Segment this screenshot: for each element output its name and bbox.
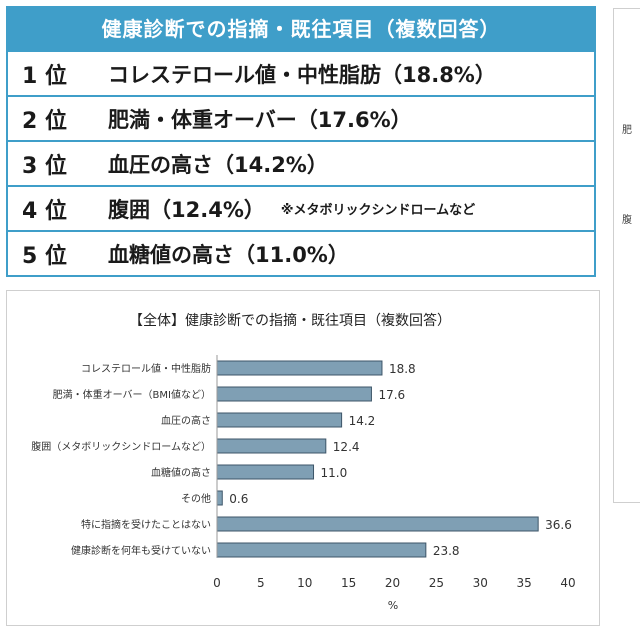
x-tick-label: 30 — [473, 576, 488, 590]
chart-title: 【全体】健康診断での指摘・既往項目（複数回答） — [129, 312, 451, 329]
x-ticks-group: 0 5 10 15 20 25 30 35 40 — [213, 576, 575, 590]
rank-item-note: ※メタボリックシンドロームなど — [280, 203, 476, 218]
bar-value-label: 36.6 — [545, 518, 572, 532]
category-label: その他 — [181, 492, 211, 505]
bar — [216, 464, 315, 480]
rank-item-text: コレステロール値・中性脂肪（18.8%） — [108, 62, 496, 87]
ranking-table: 健康診断での指摘・既往項目（複数回答） 1 位 コレステロール値・中性脂肪（18… — [6, 6, 596, 277]
bar-value-label: 11.0 — [321, 466, 348, 480]
bars-group: コレステロール値・中性脂肪 18.8 肥満・体重オーバー（BMI値など） 17.6 血圧… — [31, 360, 572, 558]
category-label: 血糖値の高さ — [151, 466, 211, 479]
bar-value-label: 23.8 — [433, 544, 460, 558]
ranking-row: 4 位 腹囲（12.4%） ※メタボリックシンドロームなど — [8, 185, 594, 230]
bar-value-label: 18.8 — [389, 362, 416, 376]
bar — [216, 412, 343, 428]
bar-value-label: 14.2 — [349, 414, 376, 428]
x-tick-label: 20 — [385, 576, 400, 590]
bar-chart: 【全体】健康診断での指摘・既往項目（複数回答） コレステロール値・中性脂肪 18.… — [31, 312, 575, 612]
bar — [216, 516, 539, 532]
rank-number: 3 位 — [22, 153, 67, 179]
side-panel-cropped: 肥 腹 — [613, 8, 640, 503]
x-tick-label: 35 — [516, 576, 531, 590]
bar — [216, 438, 327, 454]
rank-item-text: 腹囲（12.4%） — [108, 197, 265, 222]
rank-number: 4 位 — [22, 198, 67, 224]
bar — [216, 542, 427, 558]
ranking-row: 2 位 肥満・体重オーバー（17.6%） — [8, 95, 594, 140]
bar-value-label: 0.6 — [229, 492, 248, 506]
x-tick-label: 10 — [297, 576, 312, 590]
ranking-row: 3 位 血圧の高さ（14.2%） — [8, 140, 594, 185]
rank-item-text: 血圧の高さ（14.2%） — [108, 152, 328, 177]
category-label: 健康診断を何年も受けていない — [71, 544, 211, 557]
category-label: 肥満・体重オーバー（BMI値など） — [53, 388, 211, 401]
bar-value-label: 17.6 — [378, 388, 405, 402]
ranking-title: 健康診断での指摘・既往項目（複数回答） — [8, 8, 594, 50]
side-panel-fragment: 腹 — [622, 215, 632, 226]
rank-item-text: 肥満・体重オーバー（17.6%） — [108, 107, 412, 132]
category-label: 腹囲（メタボリックシンドロームなど） — [31, 440, 211, 453]
category-label: コレステロール値・中性脂肪 — [81, 362, 211, 375]
x-tick-label: 5 — [257, 576, 265, 590]
rank-number: 1 位 — [22, 63, 67, 89]
bar — [216, 386, 372, 402]
rank-number: 2 位 — [22, 108, 67, 134]
category-label: 特に指摘を受けたことはない — [81, 518, 211, 531]
chart-card: 【全体】健康診断での指摘・既往項目（複数回答） コレステロール値・中性脂肪 18.… — [6, 290, 600, 626]
side-panel-fragment: 肥 — [622, 125, 632, 136]
bar — [216, 490, 223, 506]
x-tick-label: 25 — [429, 576, 444, 590]
bar — [216, 360, 383, 376]
x-tick-label: 15 — [341, 576, 356, 590]
ranking-row: 5 位 血糖値の高さ（11.0%） — [8, 230, 594, 275]
x-tick-label: 0 — [213, 576, 221, 590]
bar-value-label: 12.4 — [333, 440, 360, 454]
category-label: 血圧の高さ — [161, 414, 211, 427]
rank-number: 5 位 — [22, 243, 67, 269]
rank-item-text: 血糖値の高さ（11.0%） — [108, 242, 349, 267]
x-tick-label: 40 — [560, 576, 575, 590]
ranking-row: 1 位 コレステロール値・中性脂肪（18.8%） — [8, 50, 594, 95]
x-axis-label: % — [388, 599, 398, 612]
